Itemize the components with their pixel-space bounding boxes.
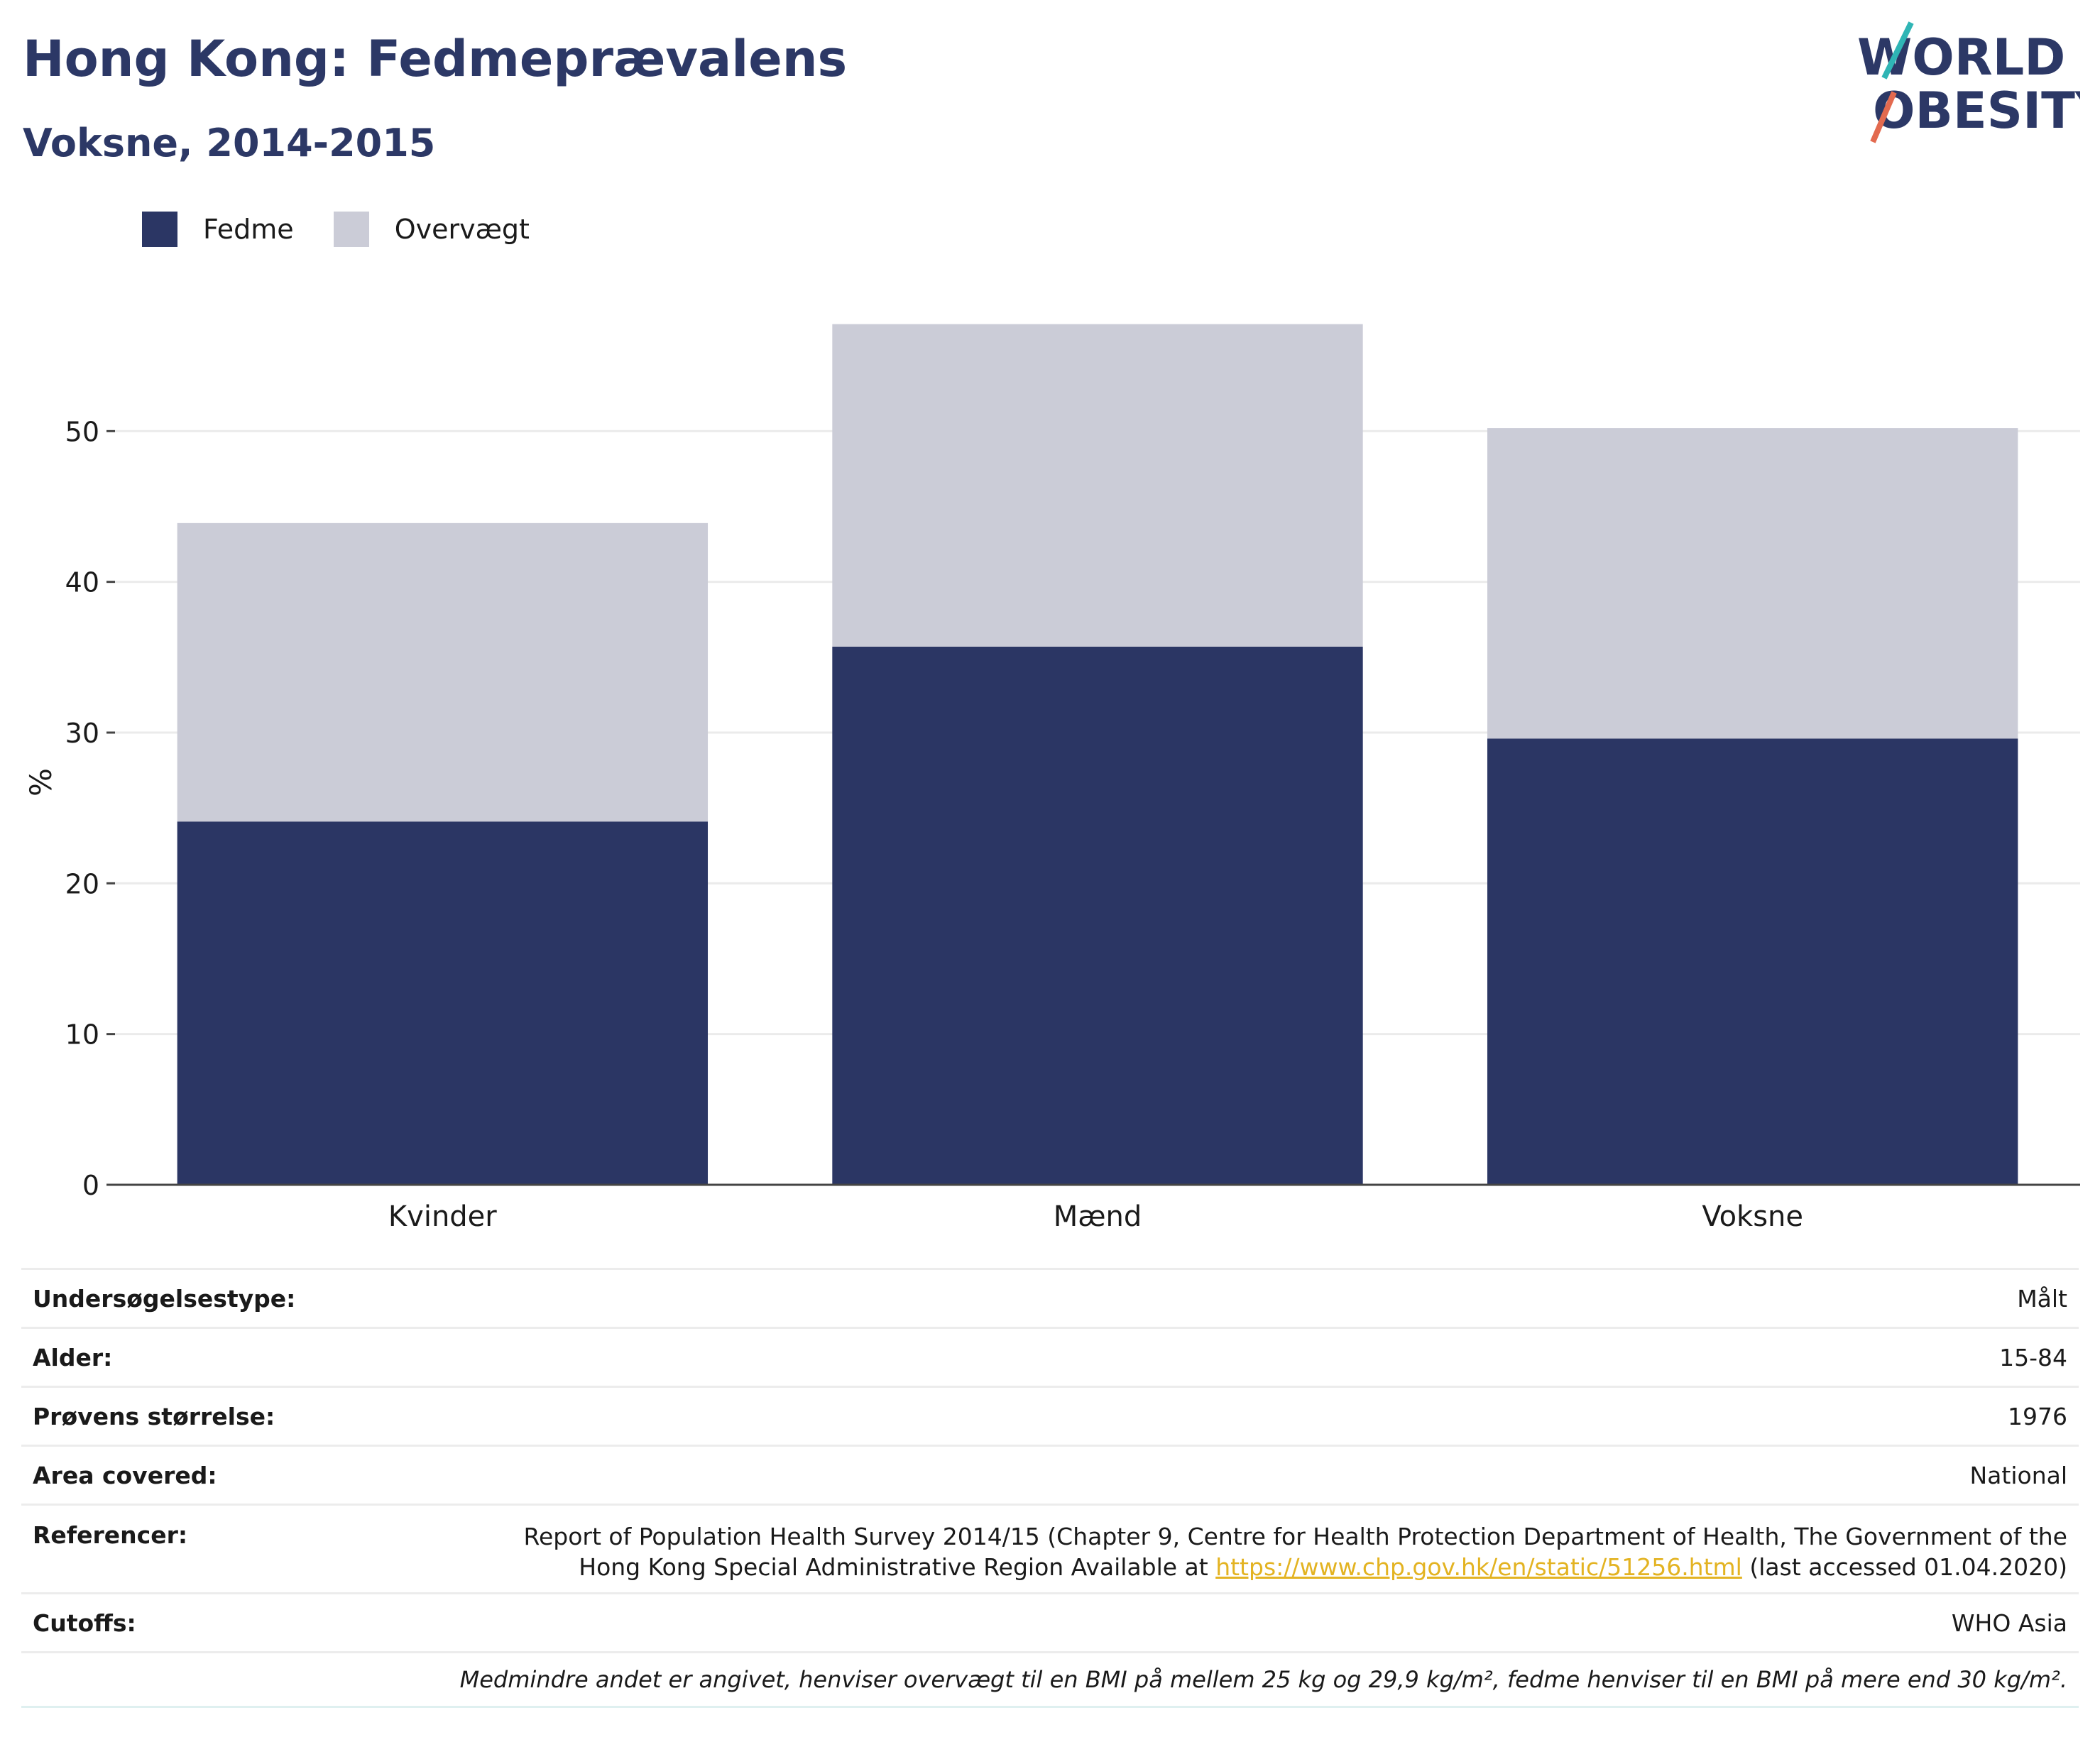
info-value: National: [1969, 1461, 2067, 1489]
y-tick-label: 20: [65, 868, 99, 899]
info-label: Area covered:: [33, 1461, 217, 1489]
x-tick-label: Mænd: [1054, 1200, 1142, 1233]
legend-label-fedme: Fedme: [203, 214, 294, 245]
bar-fedme-voksne: [1487, 738, 2018, 1185]
bar-overvægt-kvinder: [177, 522, 709, 822]
x-tick-label: Voksne: [1702, 1200, 1803, 1233]
y-tick-label: 30: [65, 718, 99, 749]
logo-slash-coral: [1870, 91, 1897, 143]
chart-legend: Fedme Overvægt: [142, 212, 569, 247]
info-label: Referencer:: [33, 1521, 188, 1549]
stacked-bar-chart: 0 10 20 30 40 50% Kvinder Mænd Voksne: [23, 324, 2080, 1233]
info-table: Undersøgelsestype: Målt Alder: 15-84 Prø…: [21, 1268, 2079, 1708]
y-tick-label: 10: [65, 1019, 99, 1051]
bar-fedme-mænd: [832, 646, 1363, 1185]
y-tick-label: 40: [65, 567, 99, 598]
page-subtitle: Voksne, 2014-2015: [23, 121, 436, 165]
logo-text-obesity: OBESITY: [1873, 82, 2080, 140]
info-row-area: Area covered: National: [21, 1445, 2079, 1504]
page-title: Hong Kong: Fedmeprævalens: [23, 30, 848, 88]
info-label: Alder:: [33, 1343, 113, 1371]
references-line1: Report of Population Health Survey 2014/…: [523, 1523, 2067, 1550]
info-value: 15-84: [1999, 1343, 2067, 1371]
info-row-age: Alder: 15-84: [21, 1327, 2079, 1386]
info-label: Undersøgelsestype:: [33, 1284, 296, 1313]
references-line2-prefix: Hong Kong Special Administrative Region …: [579, 1553, 1216, 1581]
info-value: WHO Asia: [1951, 1609, 2067, 1637]
y-tick-label: 50: [65, 416, 99, 447]
info-row-sample-size: Prøvens størrelse: 1976: [21, 1386, 2079, 1445]
legend-swatch-fedme: [142, 212, 177, 247]
legend-item-overvaegt[interactable]: Overvægt: [333, 212, 530, 247]
info-row-references: Referencer: Report of Population Health …: [21, 1504, 2079, 1592]
x-tick-label: Kvinder: [388, 1200, 497, 1233]
world-obesity-logo: WORLD OBESITY: [1857, 21, 2080, 143]
y-axis-label: %: [23, 768, 58, 796]
legend-swatch-overvaegt: [333, 212, 369, 247]
info-value: 1976: [2008, 1402, 2067, 1430]
bar-overvægt-mænd: [832, 324, 1363, 647]
info-row-note: Medmindre andet er angivet, henviser ove…: [21, 1651, 2079, 1708]
info-label: Cutoffs:: [33, 1609, 136, 1637]
bar-fedme-kvinder: [177, 821, 709, 1185]
info-value: Målt: [2017, 1284, 2067, 1313]
references-text: Report of Population Health Survey 2014/…: [505, 1521, 2067, 1582]
info-label: Prøvens størrelse:: [33, 1402, 275, 1430]
y-tick-label: 0: [82, 1170, 99, 1201]
reference-link[interactable]: https://www.chp.gov.hk/en/static/51256.h…: [1215, 1553, 1742, 1581]
bar-overvægt-voksne: [1487, 428, 2018, 739]
references-line2-suffix: (last accessed 01.04.2020): [1741, 1553, 2067, 1581]
legend-label-overvaegt: Overvægt: [394, 214, 530, 245]
definition-note: Medmindre andet er angivet, henviser ove…: [459, 1666, 2067, 1693]
info-row-survey-type: Undersøgelsestype: Målt: [21, 1268, 2079, 1327]
logo-slash-teal: [1881, 21, 1914, 80]
info-row-cutoffs: Cutoffs: WHO Asia: [21, 1592, 2079, 1651]
legend-item-fedme[interactable]: Fedme: [142, 212, 294, 247]
